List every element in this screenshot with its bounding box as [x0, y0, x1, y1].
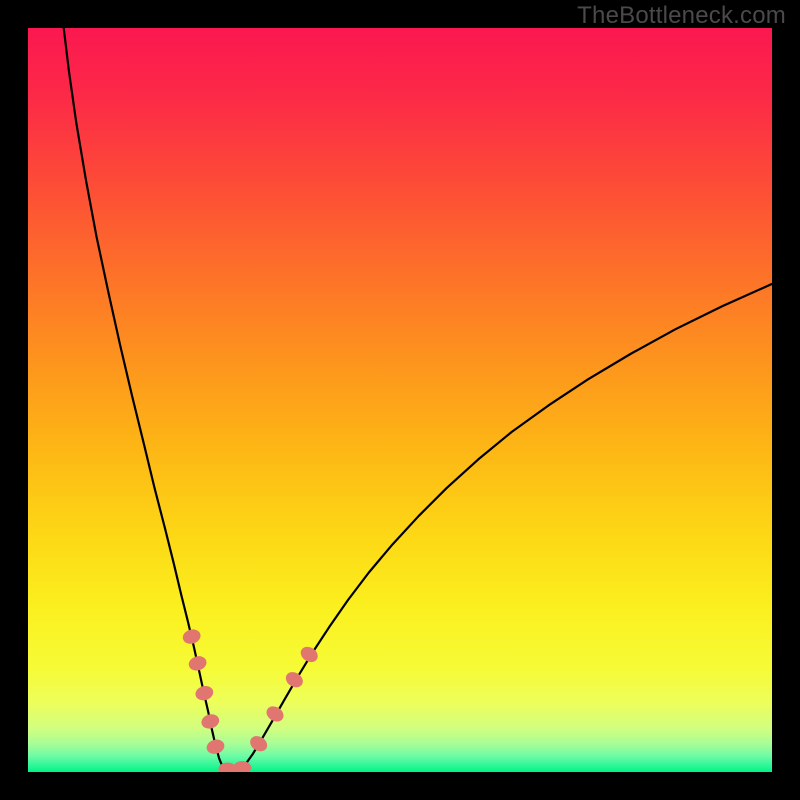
plot-area	[28, 28, 772, 772]
gradient-background	[28, 28, 772, 772]
chart-svg	[28, 28, 772, 772]
watermark-text: TheBottleneck.com	[577, 2, 786, 30]
